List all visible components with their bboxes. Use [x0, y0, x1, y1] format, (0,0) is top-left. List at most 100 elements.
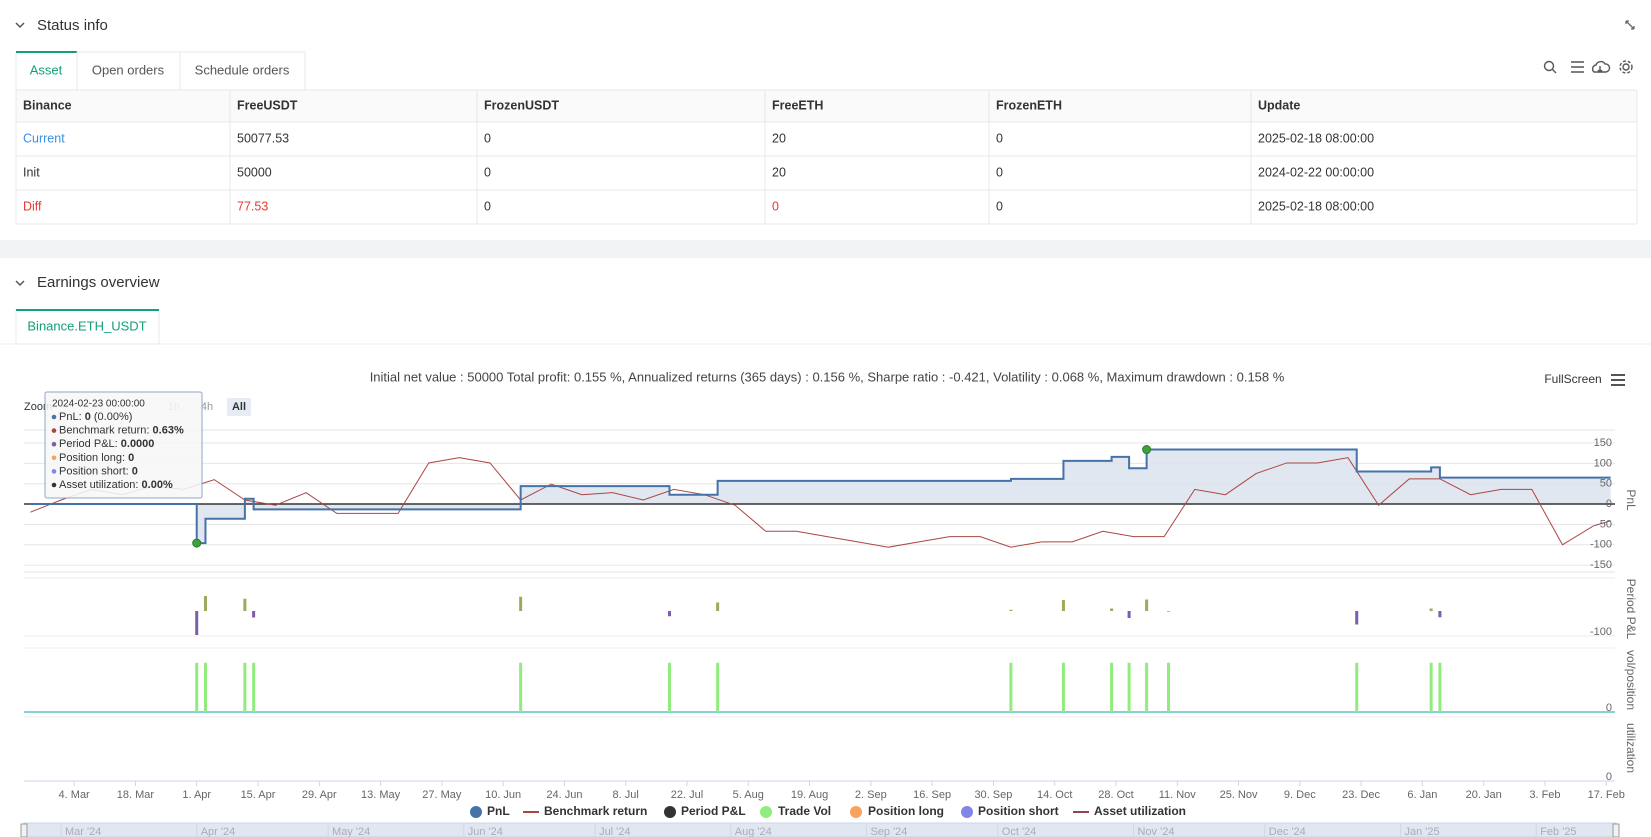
- volume-bar: [1110, 662, 1114, 712]
- axis-title: Period P&L: [1624, 579, 1638, 640]
- x-tick-label: 22. Jul: [671, 789, 703, 801]
- legend-marker[interactable]: [961, 806, 973, 818]
- tab-label[interactable]: Schedule orders: [195, 62, 290, 77]
- x-tick-label: 10. Jun: [485, 789, 521, 801]
- y-tick-label: 0: [1606, 702, 1612, 714]
- period-bar: [1127, 611, 1131, 618]
- x-tick-label: 5. Aug: [733, 789, 764, 801]
- fullscreen-icon[interactable]: [1625, 20, 1635, 30]
- tab-label[interactable]: Asset: [30, 62, 63, 77]
- x-tick-label: 23. Dec: [1342, 789, 1380, 801]
- legend-label[interactable]: Period P&L: [681, 804, 746, 818]
- legend-label[interactable]: Asset utilization: [1094, 804, 1186, 818]
- extreme-marker: [192, 538, 202, 548]
- section-title: Earnings overview: [37, 274, 160, 291]
- navigator-label: Aug '24: [735, 826, 772, 837]
- x-tick-label: 9. Dec: [1284, 789, 1316, 801]
- legend-marker[interactable]: [760, 806, 772, 818]
- x-tick-label: 14. Oct: [1037, 789, 1072, 801]
- tooltip-label: PnL:: [59, 411, 85, 423]
- x-tick-label: 6. Jan: [1407, 789, 1437, 801]
- navigator[interactable]: [23, 822, 1617, 837]
- volume-bar: [243, 662, 247, 712]
- navigator-handle[interactable]: [1612, 823, 1620, 837]
- legend-label[interactable]: Trade Vol: [778, 804, 831, 818]
- chart: 1h4hAll-150-100-50050100150-10000PnLPeri…: [20, 398, 1638, 837]
- fullscreen-button[interactable]: FullScreen: [1544, 372, 1601, 386]
- navigator-label: Feb '25: [1540, 826, 1576, 837]
- volume-bar: [1145, 662, 1149, 712]
- zoom-button[interactable]: 4h: [201, 401, 213, 413]
- navigator-label: Oct '24: [1002, 826, 1037, 837]
- legend-label[interactable]: Position short: [978, 804, 1059, 818]
- tooltip-bullet: [51, 469, 57, 474]
- y-tick-label: -100: [1590, 626, 1612, 638]
- tooltip-label: Position short:: [59, 465, 132, 477]
- column-header: FreeUSDT: [237, 98, 298, 112]
- axis-label-group: utilization: [1624, 723, 1638, 773]
- zoom-button-bg[interactable]: [227, 398, 251, 416]
- axis-title: utilization: [1624, 723, 1638, 773]
- period-bar: [252, 611, 256, 618]
- volume-bar: [252, 662, 256, 712]
- x-tick-label: 20. Jan: [1466, 789, 1502, 801]
- volume-bar: [1167, 662, 1171, 712]
- zoom-button[interactable]: All: [232, 401, 246, 413]
- period-bar: [1145, 599, 1149, 611]
- navigator-label: Mar '24: [65, 826, 101, 837]
- tooltip-bullet: [51, 414, 57, 420]
- x-tick-label: 4. Mar: [59, 789, 91, 801]
- table-cell: Diff: [23, 199, 42, 213]
- tab-label[interactable]: Binance.ETH_USDT: [27, 318, 146, 333]
- navigator-label: Nov '24: [1137, 826, 1174, 837]
- legend-label[interactable]: Benchmark return: [544, 804, 647, 818]
- tooltip-box: [44, 391, 203, 499]
- y-tick-label: 0: [1606, 771, 1612, 783]
- x-tick-label: 8. Jul: [613, 789, 639, 801]
- tooltip-value: 0.63%: [153, 425, 184, 437]
- legend-label[interactable]: Position long: [868, 804, 944, 818]
- table-cell: 0: [772, 199, 779, 213]
- tooltip-label: Position long:: [59, 452, 128, 464]
- legend-marker[interactable]: [664, 806, 676, 818]
- y-tick-label: -50: [1596, 518, 1612, 530]
- x-tick-label: 28. Oct: [1098, 789, 1133, 801]
- tooltip-row: Asset utilization: 0.00%: [59, 479, 173, 491]
- axis-label-group: vol/position: [1624, 650, 1638, 710]
- collapse-chevron[interactable]: [15, 22, 25, 29]
- tooltip-label: Period P&L:: [59, 438, 121, 450]
- asset-table: Binance FreeUSDT FrozenUSDT FreeETH FrozenET…: [15, 89, 1638, 225]
- x-tick-label: 3. Feb: [1529, 789, 1560, 801]
- tab[interactable]: [15, 309, 160, 345]
- table-cell: 2024-02-22 00:00:00: [1258, 165, 1374, 179]
- table-cell: 50000: [237, 165, 272, 179]
- toolbar-icons[interactable]: [1543, 60, 1633, 74]
- navigator-label: Apr '24: [201, 826, 236, 837]
- tab-label[interactable]: Open orders: [92, 62, 165, 77]
- section-separator: [0, 240, 1651, 258]
- table-cell: Init: [23, 165, 40, 179]
- navigator-handle[interactable]: [20, 823, 28, 837]
- navigator-label: Jan '25: [1405, 826, 1440, 837]
- tooltip-value: 0: [132, 465, 138, 477]
- period-bar: [1061, 600, 1065, 611]
- x-tick-label: 15. Apr: [241, 789, 276, 801]
- table-cell: 20: [772, 131, 786, 145]
- tooltip-value: 0: [128, 452, 134, 464]
- tooltip-row: Position long: 0: [59, 452, 134, 464]
- collapse-chevron[interactable]: [15, 280, 25, 287]
- volume-bar: [203, 662, 207, 712]
- legend-marker[interactable]: [850, 806, 862, 818]
- period-bar: [203, 596, 207, 611]
- navigator-label: Jun '24: [468, 826, 503, 837]
- y-tick-label: 0: [1606, 498, 1612, 510]
- axis-label-group: PnL: [1624, 489, 1638, 511]
- menu-icon[interactable]: [1611, 374, 1625, 386]
- legend-label[interactable]: PnL: [487, 804, 510, 818]
- x-tick-label: 13. May: [361, 789, 401, 801]
- extreme-marker: [1142, 445, 1152, 455]
- legend-marker[interactable]: [470, 806, 482, 818]
